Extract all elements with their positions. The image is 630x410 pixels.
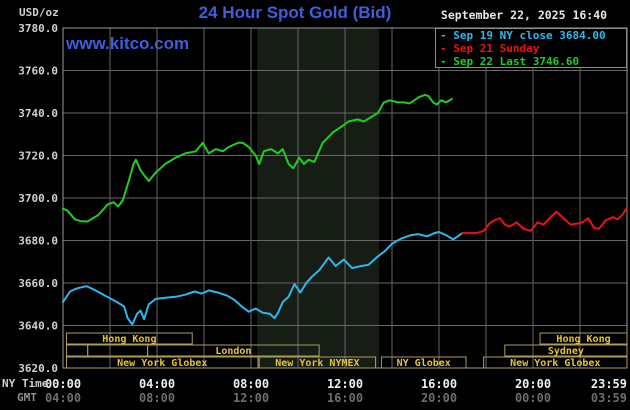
session-box <box>483 356 628 369</box>
series-sep-21-sunday <box>461 206 628 235</box>
y-tick-label: 3620.0 <box>18 362 58 375</box>
session-box <box>258 356 377 369</box>
gmt-tick: 12:00 <box>233 391 269 405</box>
session-label: Hong Kong <box>556 334 610 345</box>
date-stamp: September 22, 2025 16:40 <box>440 8 608 22</box>
y-tick-label: 3780.0 <box>18 22 58 35</box>
ny-time-tick: 16:00 <box>421 377 457 391</box>
ny-time-tick: 04:00 <box>139 377 175 391</box>
gmt-tick: 20:00 <box>421 391 457 405</box>
ny-time-tick: 23:59 <box>591 377 627 391</box>
session-box <box>539 332 628 345</box>
gmt-tick: 16:00 <box>327 391 363 405</box>
y-tick-label: 3720.0 <box>18 150 58 163</box>
unit-label: USD/oz <box>19 6 59 19</box>
legend: - Sep 19 NY close 3684.00- Sep 21 Sunday… <box>435 28 627 68</box>
series-sep-19-ny-close <box>62 231 464 326</box>
series-sep-22-last <box>62 93 453 223</box>
ny-time-tick: 00:00 <box>45 377 81 391</box>
session-label: Sydney <box>548 346 584 357</box>
y-tick-label: 3640.0 <box>18 320 58 333</box>
ny-time-tick: 12:00 <box>327 377 363 391</box>
session-label: Hong Kong <box>102 334 156 345</box>
gmt-tick: 04:00 <box>45 391 81 405</box>
session-box <box>147 344 320 357</box>
session-box <box>87 344 149 357</box>
y-tick-label: 3740.0 <box>18 107 58 120</box>
session-box <box>380 356 467 369</box>
kitco-link[interactable]: www.kitco.com <box>66 34 190 53</box>
session-label: New York Globex <box>510 358 600 369</box>
session-label: New York NYMEX <box>275 358 359 369</box>
ny-time-tick: 20:00 <box>515 377 551 391</box>
ny-time-tick: 08:00 <box>233 377 269 391</box>
ny-time-axis-label: NY Time <box>2 377 49 390</box>
session-label: London <box>215 346 251 357</box>
legend-item-0: - Sep 19 NY close 3684.00 <box>440 29 606 42</box>
session-label: New York Globex <box>117 358 207 369</box>
gmt-tick: 08:00 <box>139 391 175 405</box>
session-box <box>66 356 259 369</box>
legend-item-1: - Sep 21 Sunday <box>440 42 540 55</box>
gmt-axis-label: GMT <box>17 391 37 404</box>
page-title: 24 Hour Spot Gold (Bid) <box>198 3 392 22</box>
legend-item-2: - Sep 22 Last 3746.60 <box>440 55 580 68</box>
session-label: NY Globex <box>397 358 451 369</box>
y-tick-label: 3700.0 <box>18 192 58 205</box>
gmt-tick: 03:59 <box>591 391 627 405</box>
gmt-tick: 00:00 <box>515 391 551 405</box>
session-box <box>66 344 89 357</box>
y-tick-label: 3760.0 <box>18 65 58 78</box>
session-box <box>66 332 193 345</box>
y-tick-label: 3660.0 <box>18 277 58 290</box>
y-tick-label: 3680.0 <box>18 235 58 248</box>
session-box <box>504 344 628 357</box>
